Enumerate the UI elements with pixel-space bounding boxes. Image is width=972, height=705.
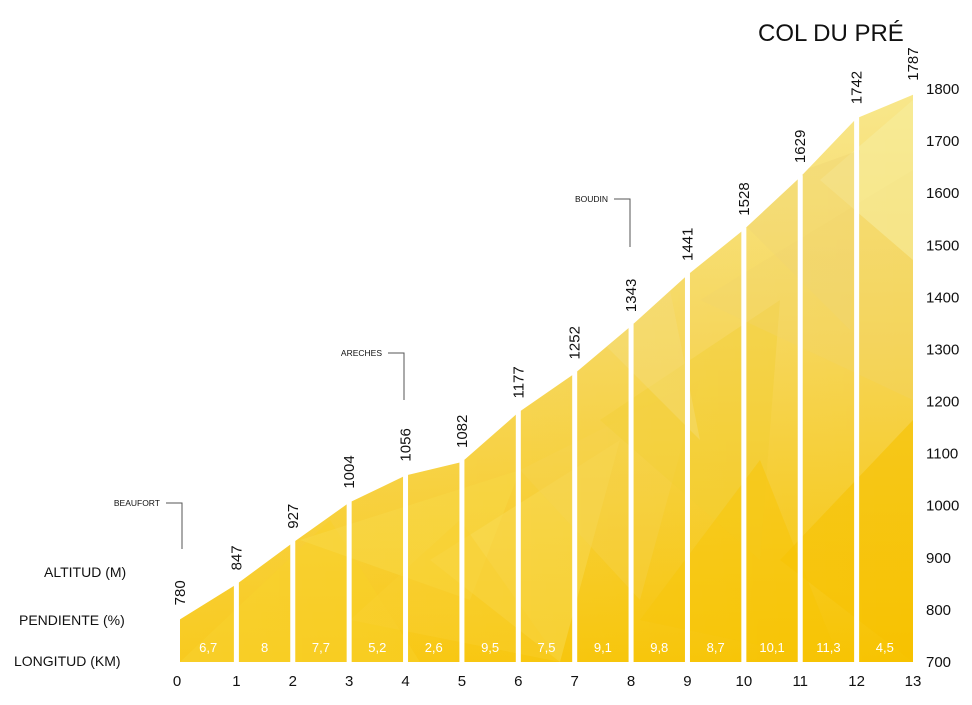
gradient-label: 10,1 bbox=[759, 640, 784, 655]
place-name: BEAUFORT bbox=[114, 498, 160, 508]
y-tick-label: 1500 bbox=[926, 237, 959, 254]
km-separators bbox=[233, 116, 860, 664]
gradient-label: 9,1 bbox=[594, 640, 612, 655]
altitude-label: 1252 bbox=[567, 326, 584, 359]
gradient-label: 4,5 bbox=[876, 640, 894, 655]
y-tick-label: 1300 bbox=[926, 341, 959, 358]
y-tick-label: 700 bbox=[926, 654, 951, 671]
profile-area bbox=[180, 94, 913, 662]
profile-sheen bbox=[180, 94, 913, 662]
x-tick-label: 10 bbox=[736, 673, 753, 690]
row-label-altitude: ALTITUD (M) bbox=[44, 564, 126, 580]
row-label-distance: LONGITUD (KM) bbox=[14, 653, 121, 669]
x-tick-label: 0 bbox=[173, 673, 181, 690]
x-tick-label: 3 bbox=[345, 673, 353, 690]
gradient-label: 2,6 bbox=[425, 640, 443, 655]
altitude-label: 1441 bbox=[679, 228, 696, 261]
place-markers: BEAUFORT ARECHES BOUDIN bbox=[114, 194, 631, 549]
gradient-label: 7,7 bbox=[312, 640, 330, 655]
row-label-gradient: PENDIENTE (%) bbox=[19, 612, 125, 628]
gradient-label: 11,3 bbox=[816, 640, 840, 655]
altitude-label: 1528 bbox=[736, 182, 753, 215]
x-tick-label: 8 bbox=[627, 673, 635, 690]
altitude-label: 1056 bbox=[398, 428, 415, 461]
gradient-label: 5,2 bbox=[368, 640, 386, 655]
place-name: BOUDIN bbox=[575, 194, 608, 204]
y-tick-label: 900 bbox=[926, 550, 951, 567]
y-tick-label: 1700 bbox=[926, 133, 959, 150]
x-tick-label: 6 bbox=[514, 673, 522, 690]
x-axis: 0 1 2 3 4 5 6 7 8 9 10 11 12 13 bbox=[173, 673, 922, 690]
y-tick-label: 1000 bbox=[926, 498, 959, 515]
gradient-label: 9,5 bbox=[481, 640, 499, 655]
place-boudin: BOUDIN bbox=[575, 194, 631, 247]
gradient-label: 6,7 bbox=[199, 640, 217, 655]
y-tick-label: 1200 bbox=[926, 394, 959, 411]
y-tick-label: 1100 bbox=[926, 446, 958, 463]
altitude-label: 1629 bbox=[792, 130, 809, 163]
place-beaufort: BEAUFORT bbox=[114, 498, 183, 549]
y-tick-label: 1400 bbox=[926, 289, 959, 306]
x-tick-label: 13 bbox=[905, 673, 922, 690]
altitude-label: 780 bbox=[172, 580, 189, 605]
place-leader-line bbox=[166, 502, 183, 549]
x-tick-label: 12 bbox=[848, 673, 865, 690]
altitude-labels: 780 847 927 1004 1056 1082 1177 1252 1343 1441 152… bbox=[172, 47, 922, 605]
x-tick-label: 2 bbox=[289, 673, 297, 690]
x-tick-label: 4 bbox=[401, 673, 409, 690]
altitude-label: 847 bbox=[228, 545, 245, 570]
altitude-label: 1343 bbox=[623, 279, 640, 312]
x-tick-label: 5 bbox=[458, 673, 466, 690]
gradient-label: 9,8 bbox=[650, 640, 668, 655]
x-tick-label: 11 bbox=[792, 673, 808, 690]
chart-title: COL DU PRÉ bbox=[758, 20, 904, 47]
altitude-label: 1742 bbox=[849, 71, 866, 104]
y-tick-label: 800 bbox=[926, 602, 951, 619]
gradient-label: 8 bbox=[261, 640, 268, 655]
gradient-label: 8,7 bbox=[707, 640, 725, 655]
place-leader-line bbox=[388, 352, 405, 400]
gradient-label: 7,5 bbox=[537, 640, 555, 655]
altitude-label: 927 bbox=[285, 504, 302, 529]
gradient-labels: 6,7 8 7,7 5,2 2,6 9,5 7,5 9,1 9,8 8,7 10,1 11,3 4,5 bbox=[199, 640, 894, 655]
y-tick-label: 1600 bbox=[926, 185, 959, 202]
place-leader-line bbox=[614, 198, 631, 247]
y-tick-label: 1800 bbox=[926, 81, 959, 98]
altitude-label: 1082 bbox=[454, 415, 471, 448]
x-tick-label: 7 bbox=[571, 673, 579, 690]
place-areches: ARECHES bbox=[341, 348, 405, 400]
x-tick-label: 1 bbox=[232, 673, 240, 690]
altitude-label: 1177 bbox=[510, 366, 527, 398]
altitude-label: 1787 bbox=[905, 47, 922, 80]
place-name: ARECHES bbox=[341, 348, 382, 358]
y-axis: 700 800 900 1000 1100 1200 1300 1400 1500 1600 170… bbox=[926, 81, 959, 671]
altitude-label: 1004 bbox=[341, 455, 358, 488]
x-tick-label: 9 bbox=[683, 673, 691, 690]
